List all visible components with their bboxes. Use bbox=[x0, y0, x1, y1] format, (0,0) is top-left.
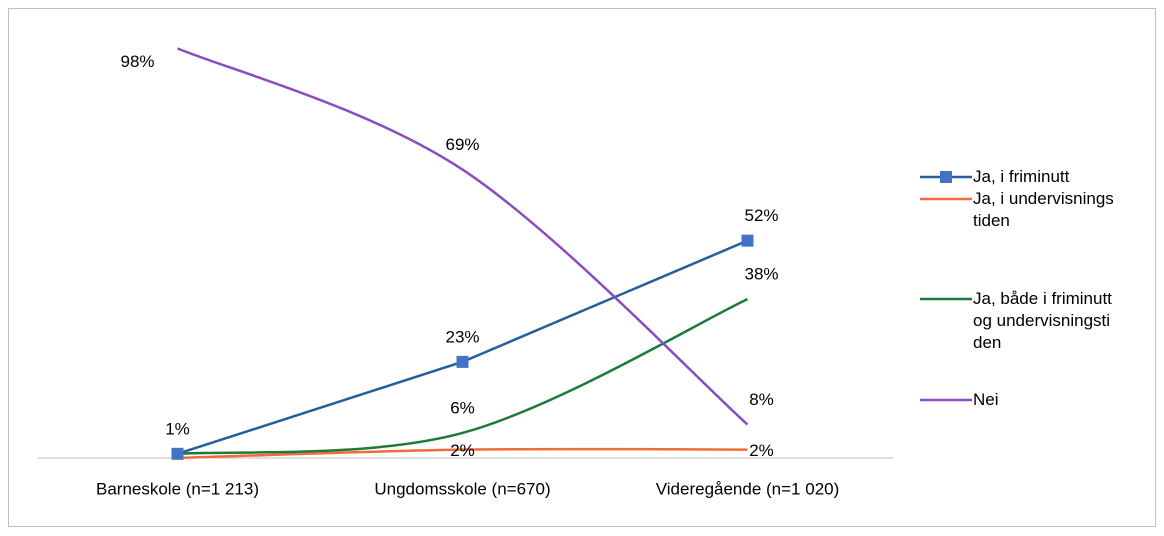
data-label: 52% bbox=[744, 206, 778, 225]
chart-frame bbox=[8, 8, 1156, 527]
series-line bbox=[177, 47, 749, 426]
legend-label: Nei bbox=[973, 390, 999, 409]
legend-label: Ja, i undervisningstiden bbox=[973, 189, 1114, 230]
point-marker bbox=[741, 234, 754, 247]
data-label: 98% bbox=[120, 52, 154, 71]
x-tick-label: Videregående (n=1 020) bbox=[656, 479, 840, 498]
legend-label: Ja, i friminutt bbox=[973, 167, 1070, 186]
data-label: 8% bbox=[749, 390, 774, 409]
data-label: 6% bbox=[450, 398, 475, 417]
x-tick-label: Barneskole (n=1 213) bbox=[96, 479, 259, 498]
data-label: 2% bbox=[450, 441, 475, 460]
x-tick-label: Ungdomsskole (n=670) bbox=[374, 479, 550, 498]
series-line bbox=[177, 447, 748, 460]
point-marker bbox=[456, 355, 469, 368]
data-label: 69% bbox=[445, 135, 479, 154]
point-marker bbox=[171, 447, 184, 460]
data-label: 23% bbox=[445, 327, 479, 346]
series-line bbox=[177, 298, 749, 456]
data-label: 38% bbox=[744, 265, 778, 284]
legend-marker bbox=[940, 171, 952, 183]
data-label: 1% bbox=[165, 419, 190, 438]
series-line bbox=[177, 239, 748, 456]
legend-label: Ja, både i friminutt og undervisningstid… bbox=[973, 289, 1112, 352]
data-label: 2% bbox=[749, 441, 774, 460]
